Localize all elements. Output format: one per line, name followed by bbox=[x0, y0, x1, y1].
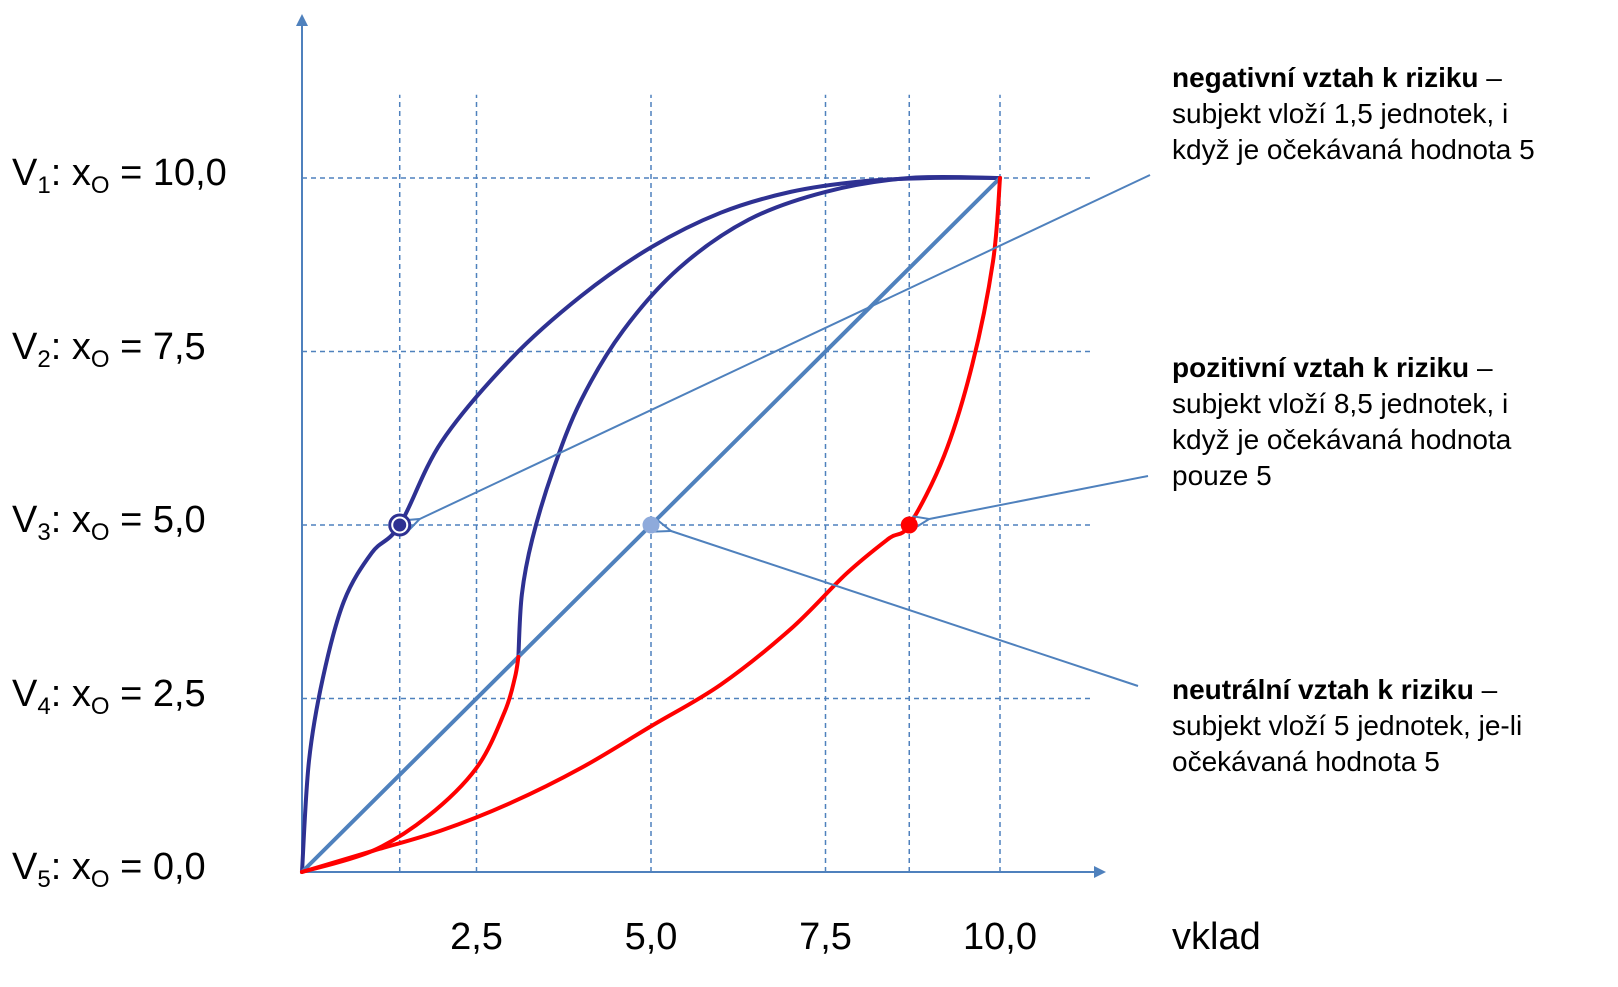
data-point-marker bbox=[642, 516, 660, 534]
y-tick-label: V4: xO = 2,5 bbox=[12, 672, 206, 720]
callout-arrow-1 bbox=[420, 174, 1151, 519]
data-point-marker bbox=[900, 516, 918, 534]
y-tick-label: V3: xO = 5,0 bbox=[12, 499, 206, 546]
callout-arrows bbox=[420, 174, 1151, 687]
annotation-2: pozitivní vztah k riziku – subjekt vloží… bbox=[1172, 352, 1512, 491]
y-tick-label: V1: xO = 10,0 bbox=[12, 152, 227, 199]
axes bbox=[296, 14, 1106, 878]
callout-arrow-2 bbox=[929, 475, 1149, 519]
x-tick-label: 10,0 bbox=[963, 916, 1037, 958]
x-tick-label: 7,5 bbox=[799, 916, 852, 958]
series-line-2 bbox=[516, 174, 1002, 659]
data-point-marker-ring bbox=[388, 513, 412, 537]
x-tick-label: 5,0 bbox=[624, 916, 678, 958]
series-line-4 bbox=[300, 176, 1002, 874]
series-line-1 bbox=[300, 175, 1002, 874]
annotation-1: negativní vztah k riziku – subjekt vloží… bbox=[1172, 62, 1535, 165]
x-tick-label: 2,5 bbox=[450, 916, 503, 958]
markers bbox=[388, 513, 918, 537]
data-point-marker bbox=[390, 515, 410, 535]
y-tick-label: V5: xO = 0,0 bbox=[12, 846, 206, 893]
series-line-5 bbox=[300, 654, 521, 874]
y-tick-label: V2: xO = 7,5 bbox=[12, 325, 206, 373]
x-axis-label: vklad bbox=[1172, 916, 1261, 958]
callout-arrow-3 bbox=[671, 531, 1139, 687]
annotation-3: neutrální vztah k riziku – subjekt vloží… bbox=[1172, 674, 1523, 777]
